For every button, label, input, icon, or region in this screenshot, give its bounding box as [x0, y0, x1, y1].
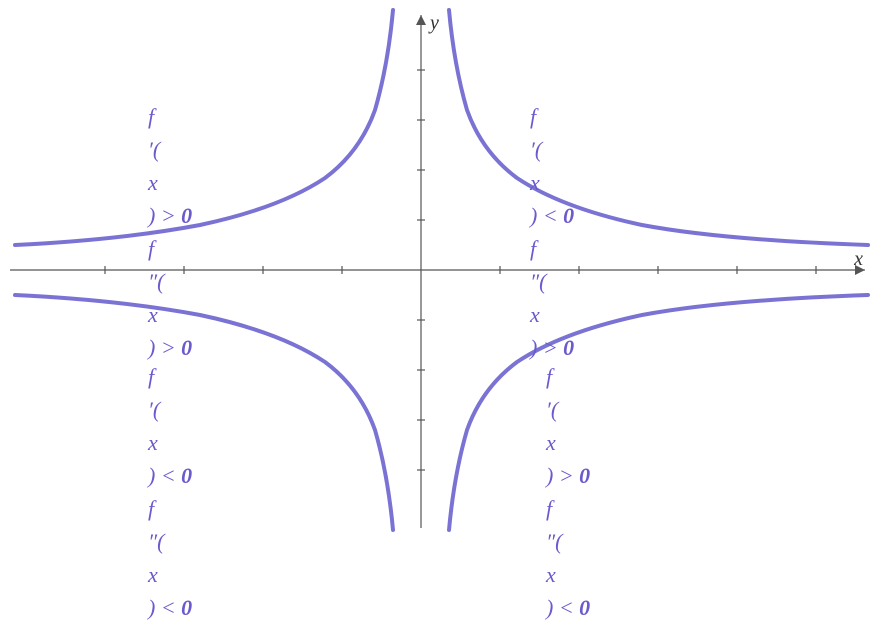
annotation-bottom-left: f′(x) < 0 f″(x) < 0 [148, 360, 192, 624]
chart-container: x y f′(x) > 0 f″(x) > 0 f′(x) < 0 f″(x) … [0, 0, 883, 539]
annotation-line: f″(x) < 0 [148, 492, 192, 624]
annotation-bottom-right: f′(x) > 0 f″(x) < 0 [546, 360, 590, 624]
annotation-line: f′(x) < 0 [530, 100, 574, 232]
annotation-line: f″(x) < 0 [546, 492, 590, 624]
y-axis-arrow [416, 15, 426, 25]
annotation-line: f′(x) < 0 [148, 360, 192, 492]
y-axis-label: y [430, 12, 439, 35]
curve-top-right [449, 10, 868, 245]
curve-bottom-left [15, 295, 393, 530]
x-axis-label: x [854, 248, 863, 271]
function-plot-svg [0, 0, 883, 539]
annotation-line: f′(x) > 0 [546, 360, 590, 492]
annotation-line: f′(x) > 0 [148, 100, 192, 232]
annotation-top-right: f′(x) < 0 f″(x) > 0 [530, 100, 574, 364]
annotation-line: f″(x) > 0 [530, 232, 574, 364]
annotation-line: f″(x) > 0 [148, 232, 192, 364]
curve-top-left [15, 10, 393, 245]
curve-bottom-right [449, 295, 868, 530]
annotation-top-left: f′(x) > 0 f″(x) > 0 [148, 100, 192, 364]
